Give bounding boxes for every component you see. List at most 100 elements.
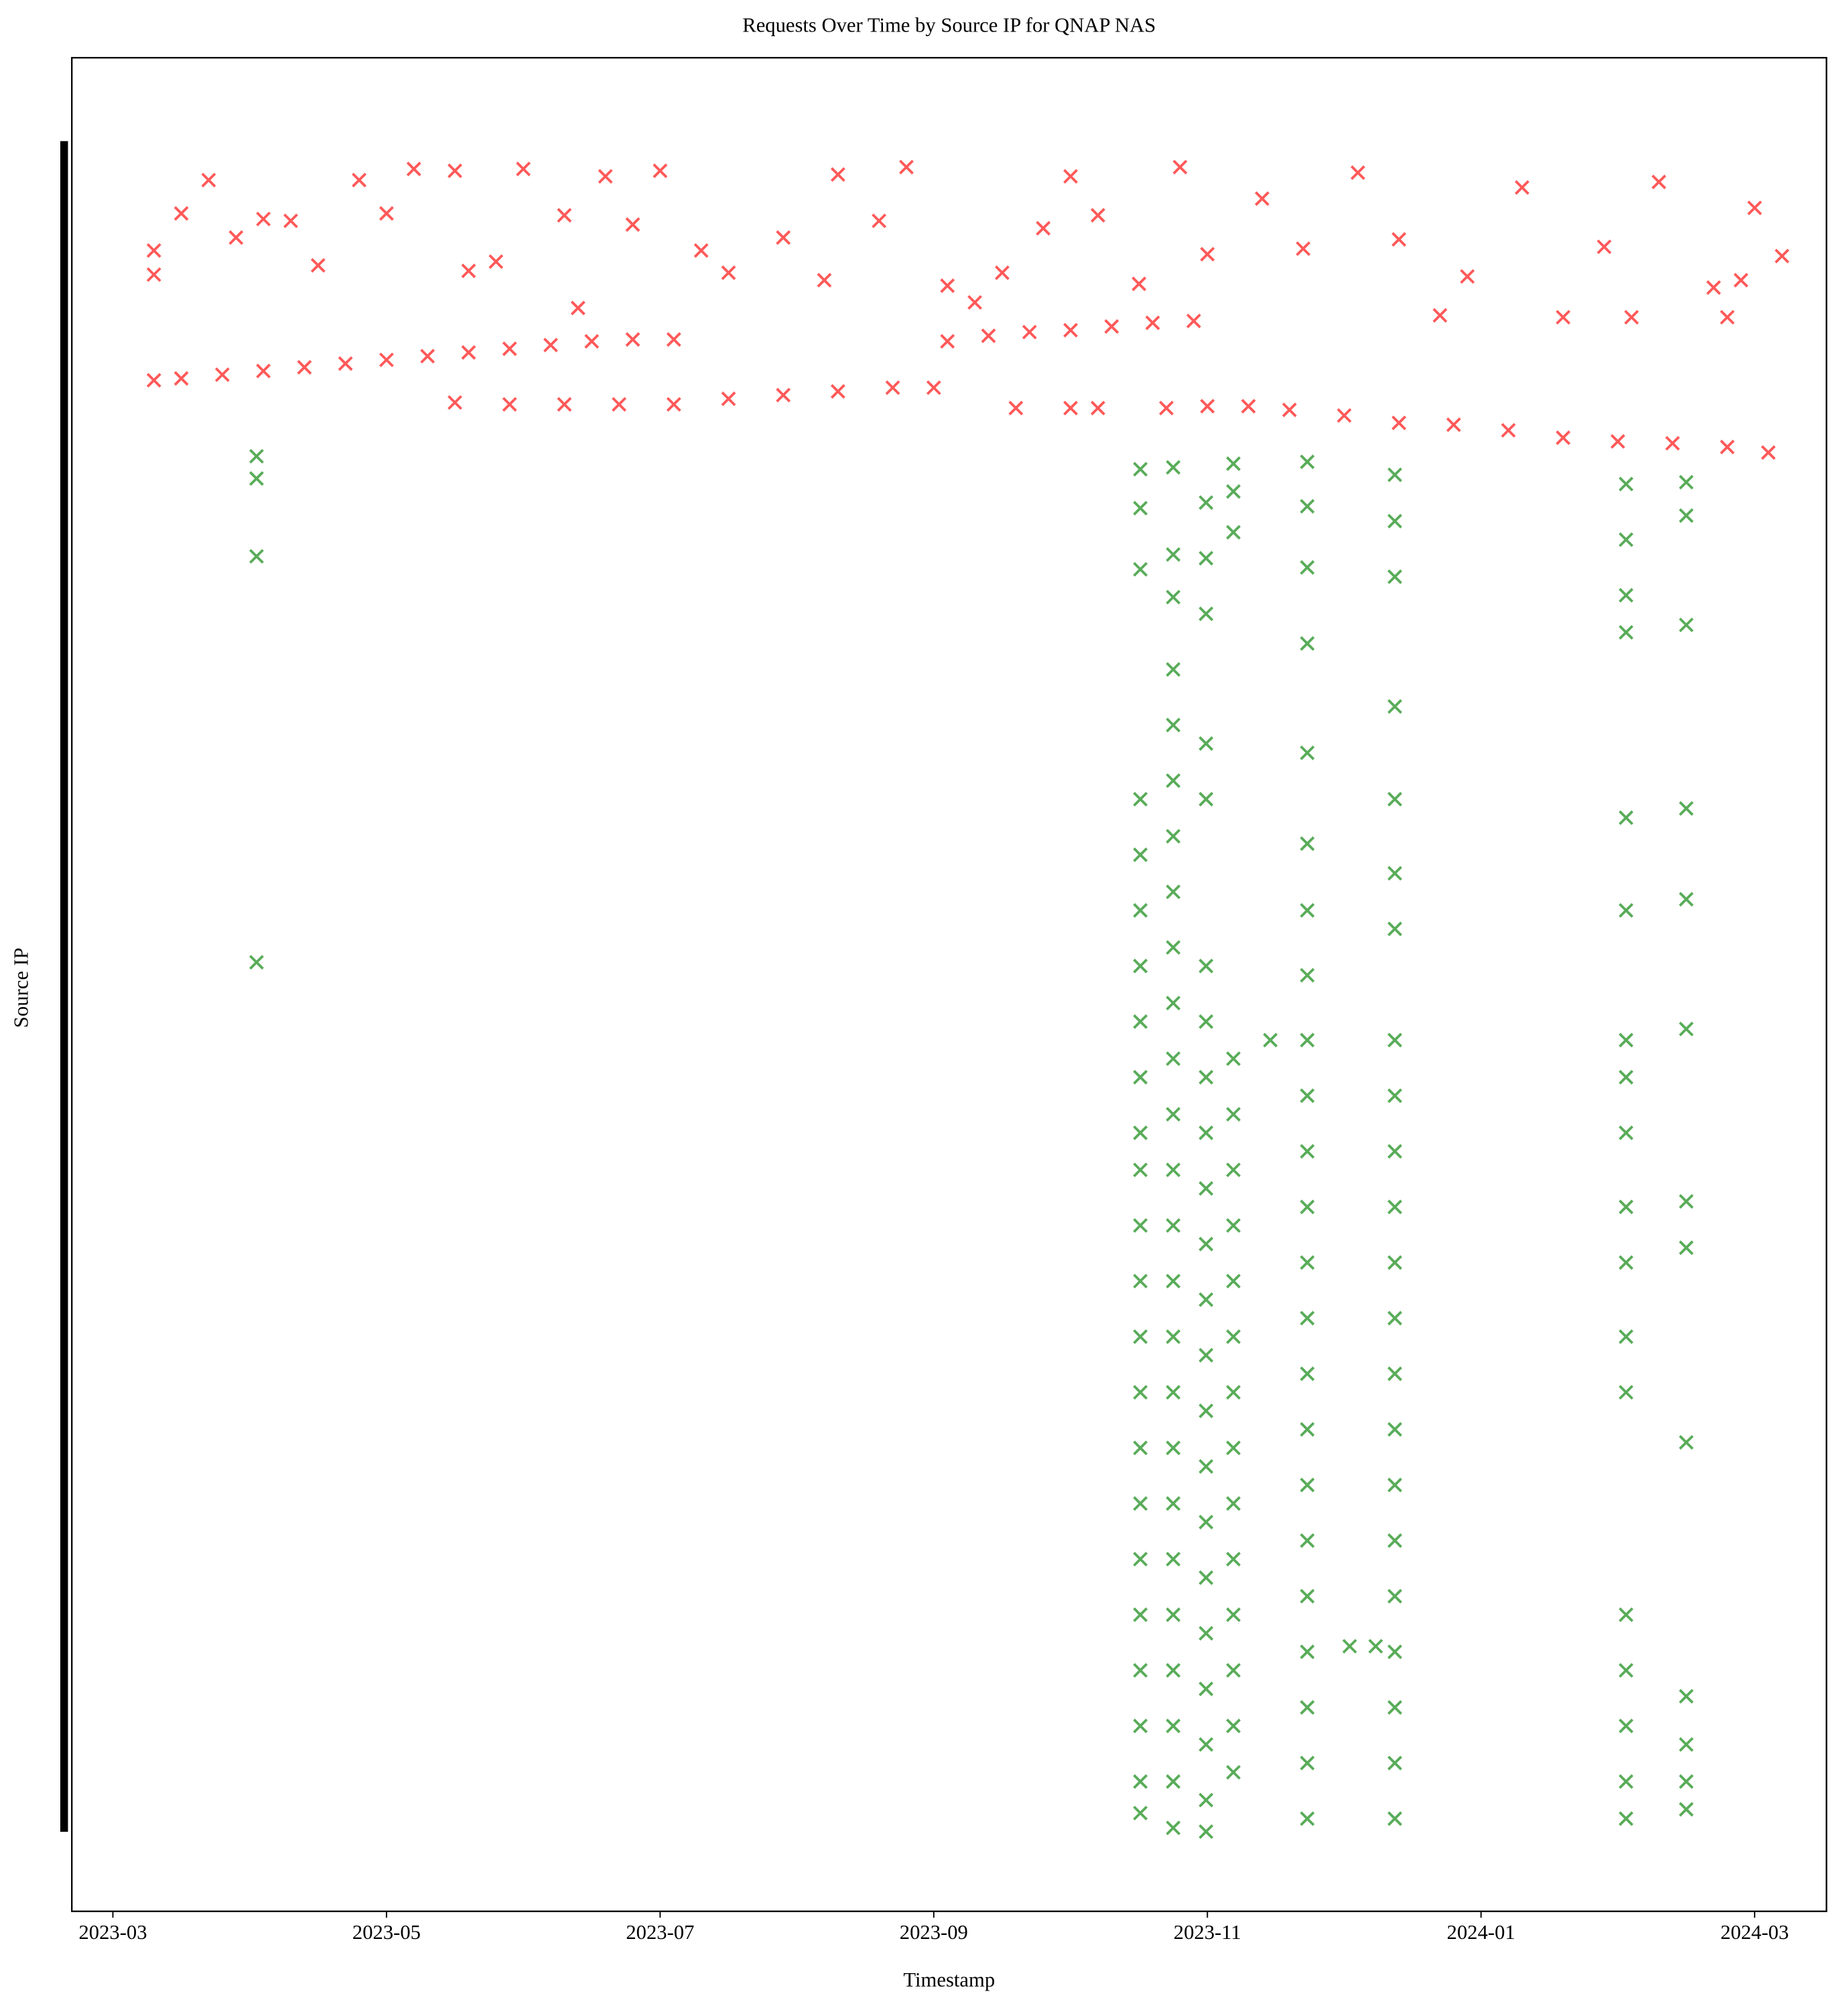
data-point <box>1166 460 1181 475</box>
data-point <box>1166 1218 1181 1233</box>
chart-title: Requests Over Time by Source IP for QNAP… <box>742 13 1156 36</box>
data-point <box>516 161 531 177</box>
data-point <box>1199 1792 1214 1808</box>
data-point <box>1387 1589 1402 1604</box>
data-point <box>1133 1162 1148 1178</box>
data-point <box>1387 1755 1402 1771</box>
plot-area <box>146 159 1789 1839</box>
data-point <box>1199 1737 1214 1752</box>
data-point <box>1300 1032 1315 1048</box>
data-point <box>1619 476 1634 492</box>
data-point <box>1679 801 1694 816</box>
data-point <box>1133 902 1148 918</box>
data-point <box>1679 617 1694 632</box>
data-point <box>146 267 161 282</box>
data-point <box>1263 1032 1278 1048</box>
data-point <box>1186 314 1201 328</box>
data-point <box>1337 408 1352 423</box>
data-point <box>612 397 627 412</box>
data-point <box>1226 1663 1241 1678</box>
data-point <box>338 356 353 371</box>
data-point <box>543 338 558 352</box>
data-point <box>1199 1403 1214 1418</box>
data-point <box>1619 810 1634 825</box>
data-point <box>1200 247 1215 262</box>
data-point <box>1679 1688 1694 1704</box>
data-point <box>926 380 941 395</box>
data-point <box>721 265 736 281</box>
data-point <box>1166 996 1181 1011</box>
data-point <box>1706 280 1721 295</box>
data-point <box>1350 165 1365 180</box>
data-point <box>1226 1051 1241 1067</box>
data-point <box>146 373 161 388</box>
data-point <box>666 397 681 412</box>
data-point <box>1624 310 1639 325</box>
data-point <box>1619 532 1634 547</box>
data-point <box>1387 1644 1402 1660</box>
data-point <box>1159 401 1174 415</box>
data-point <box>1368 1639 1383 1654</box>
data-point <box>1166 940 1181 955</box>
data-point <box>1679 1240 1694 1256</box>
x-tick-label: 2023-11 <box>1174 1921 1241 1944</box>
data-point <box>1761 445 1776 460</box>
data-point <box>1226 1552 1241 1567</box>
data-point <box>146 243 161 258</box>
data-point <box>1387 1088 1402 1103</box>
data-point <box>1619 1255 1634 1270</box>
data-point <box>1132 276 1147 291</box>
data-point <box>379 352 394 368</box>
data-point <box>1679 1802 1694 1817</box>
data-point <box>1387 513 1402 529</box>
data-point <box>1226 1385 1241 1400</box>
data-point <box>1619 1774 1634 1790</box>
data-point <box>283 213 298 228</box>
y-axis-label: Source IP <box>9 947 32 1028</box>
data-point <box>249 549 264 564</box>
data-point <box>1226 1162 1241 1178</box>
data-point <box>1226 1329 1241 1345</box>
data-point <box>1679 1194 1694 1209</box>
data-point <box>1300 1811 1315 1826</box>
data-point <box>1133 1218 1148 1233</box>
data-point <box>379 206 394 221</box>
data-point <box>1720 310 1735 325</box>
data-point <box>1090 401 1105 415</box>
data-point <box>940 334 955 349</box>
data-point <box>1387 1700 1402 1715</box>
data-point <box>1199 1181 1214 1196</box>
data-point <box>1241 399 1256 414</box>
data-point <box>1166 1552 1181 1567</box>
data-point <box>776 230 791 245</box>
data-point <box>1063 401 1078 415</box>
data-point <box>1556 430 1571 446</box>
data-point <box>995 265 1010 281</box>
data-point <box>1199 1625 1214 1641</box>
data-point <box>830 384 845 399</box>
data-point <box>1300 1422 1315 1437</box>
data-point <box>1226 1440 1241 1456</box>
data-point <box>1166 1440 1181 1456</box>
data-point <box>201 172 216 188</box>
data-point <box>1300 636 1315 651</box>
data-point <box>1199 1347 1214 1363</box>
data-point <box>1300 836 1315 852</box>
data-point <box>1166 1107 1181 1122</box>
data-point <box>1199 1824 1214 1839</box>
data-point <box>1199 1236 1214 1252</box>
data-point <box>1679 474 1694 490</box>
data-point <box>1145 315 1160 330</box>
data-point <box>967 295 983 310</box>
data-point <box>1679 892 1694 907</box>
data-point <box>872 213 887 228</box>
data-point <box>1104 319 1119 334</box>
data-point <box>1300 1199 1315 1215</box>
data-point <box>1556 310 1571 325</box>
data-point <box>1460 269 1475 284</box>
data-point <box>1133 1663 1148 1678</box>
data-point <box>721 391 736 407</box>
data-point <box>1387 699 1402 714</box>
data-point <box>1022 324 1037 340</box>
